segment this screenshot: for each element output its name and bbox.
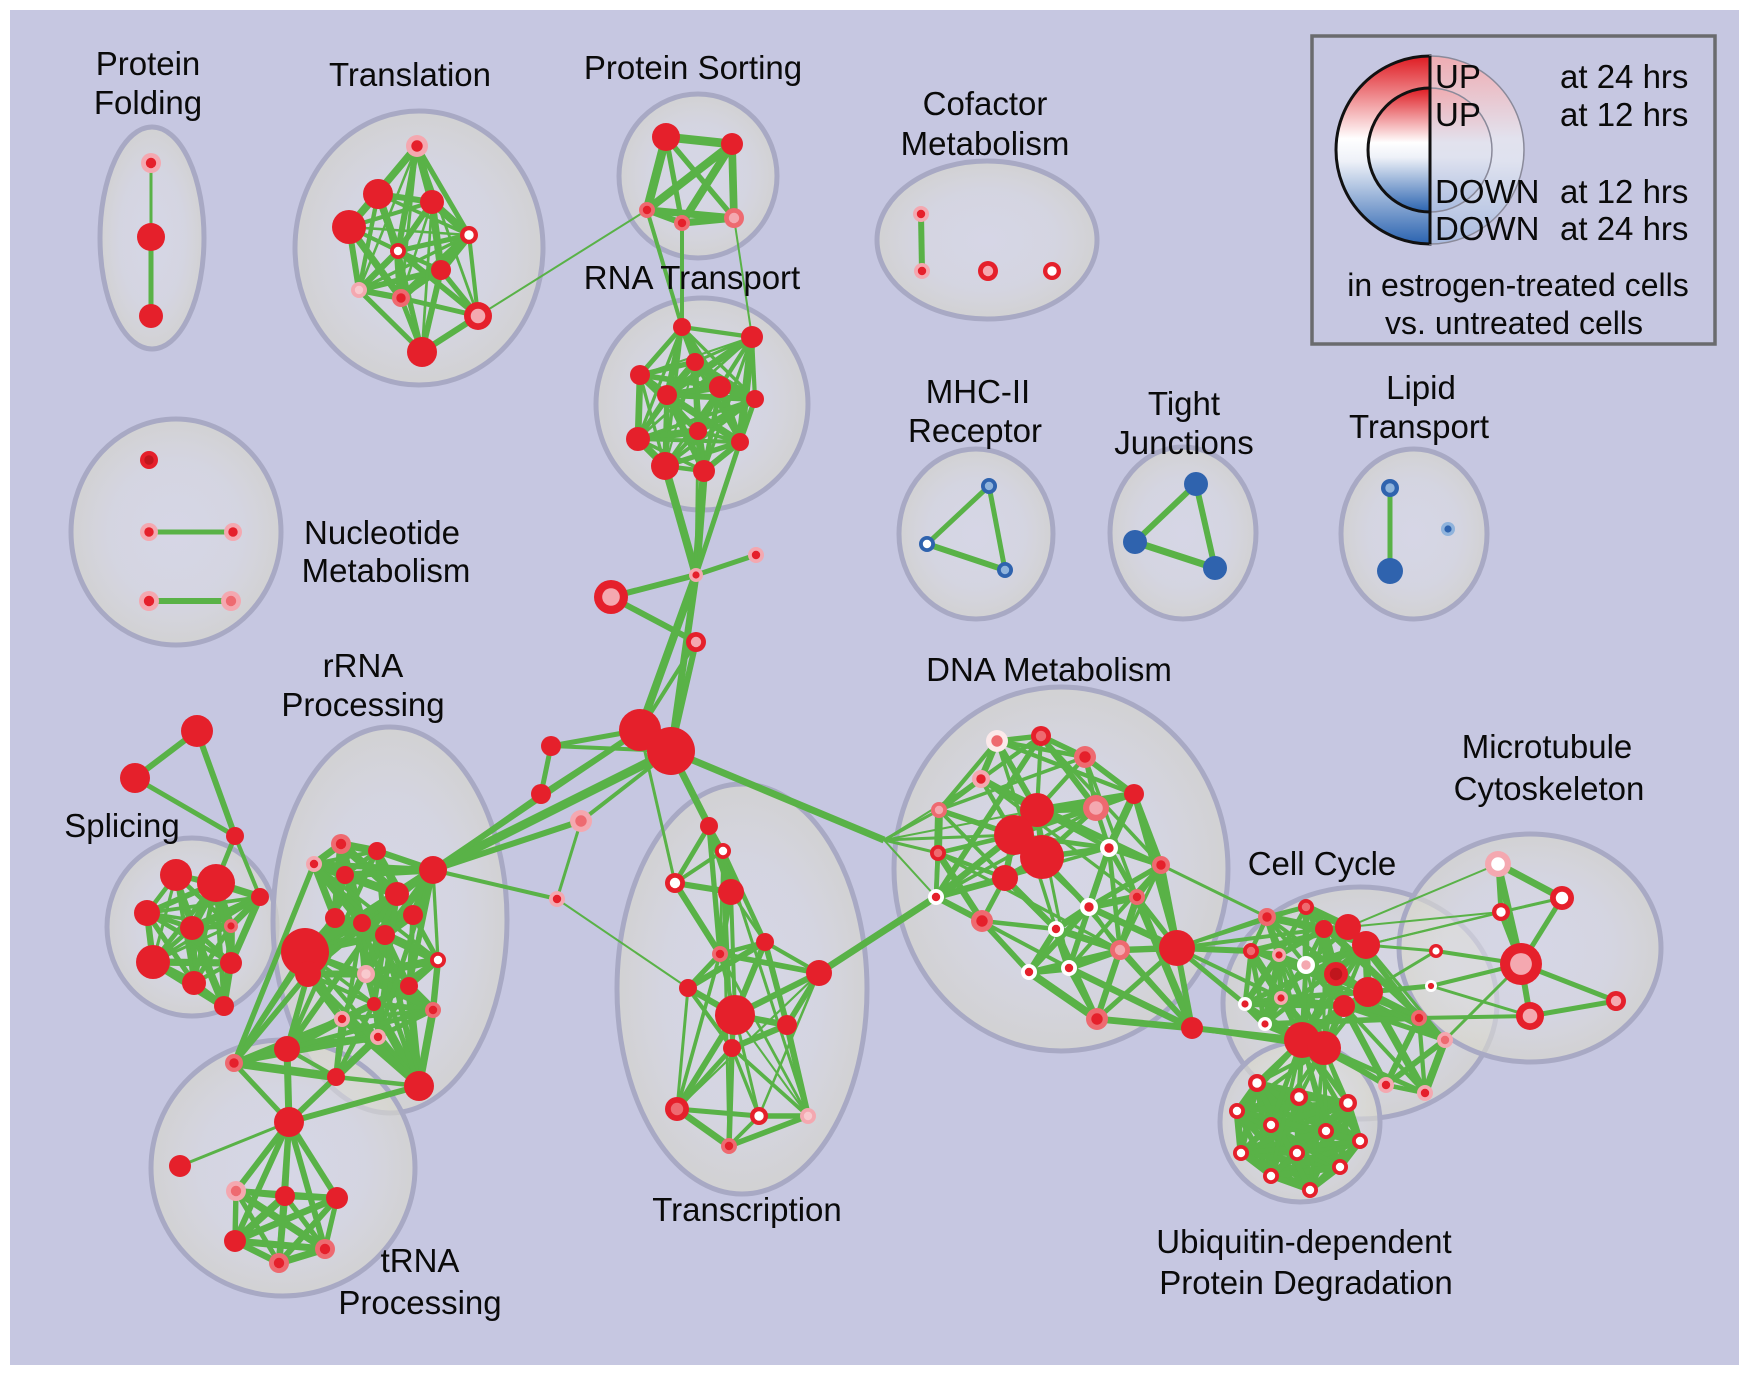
- svg-text:Cofactor: Cofactor: [923, 85, 1048, 122]
- svg-text:Receptor: Receptor: [908, 412, 1042, 449]
- svg-text:Protein: Protein: [96, 45, 201, 82]
- svg-text:Translation: Translation: [329, 56, 491, 93]
- svg-text:Protein Sorting: Protein Sorting: [584, 49, 802, 86]
- svg-text:Cell Cycle: Cell Cycle: [1248, 845, 1397, 882]
- svg-text:vs. untreated cells: vs. untreated cells: [1385, 305, 1643, 341]
- svg-text:Nucleotide: Nucleotide: [304, 514, 460, 551]
- svg-text:Processing: Processing: [338, 1284, 501, 1321]
- svg-text:Transport: Transport: [1349, 408, 1489, 445]
- svg-text:tRNA: tRNA: [381, 1242, 460, 1279]
- svg-text:Splicing: Splicing: [64, 807, 180, 844]
- svg-text:rRNA: rRNA: [323, 647, 404, 684]
- svg-text:RNA Transport: RNA Transport: [584, 259, 800, 296]
- svg-text:UP: UP: [1435, 58, 1481, 95]
- svg-text:at 12 hrs: at 12 hrs: [1560, 173, 1688, 210]
- svg-text:DNA Metabolism: DNA Metabolism: [926, 651, 1172, 688]
- svg-text:Processing: Processing: [281, 686, 444, 723]
- svg-text:in estrogen-treated cells: in estrogen-treated cells: [1347, 267, 1689, 303]
- svg-text:Junctions: Junctions: [1114, 424, 1253, 461]
- svg-text:at 24 hrs: at 24 hrs: [1560, 58, 1688, 95]
- svg-text:Tight: Tight: [1148, 385, 1220, 422]
- svg-text:UP: UP: [1435, 96, 1481, 133]
- svg-text:at 12 hrs: at 12 hrs: [1560, 96, 1688, 133]
- svg-text:at 24 hrs: at 24 hrs: [1560, 210, 1688, 247]
- svg-text:Microtubule: Microtubule: [1462, 728, 1633, 765]
- svg-text:DOWN: DOWN: [1435, 210, 1539, 247]
- svg-text:Lipid: Lipid: [1386, 369, 1456, 406]
- svg-text:Transcription: Transcription: [652, 1191, 842, 1228]
- svg-text:Protein Degradation: Protein Degradation: [1159, 1264, 1453, 1301]
- svg-text:DOWN: DOWN: [1435, 173, 1539, 210]
- svg-text:Ubiquitin-dependent: Ubiquitin-dependent: [1156, 1223, 1451, 1260]
- svg-text:MHC-II: MHC-II: [926, 373, 1030, 410]
- svg-text:Metabolism: Metabolism: [901, 125, 1070, 162]
- svg-text:Metabolism: Metabolism: [302, 552, 471, 589]
- svg-text:Cytoskeleton: Cytoskeleton: [1454, 770, 1645, 807]
- svg-text:Folding: Folding: [94, 84, 202, 121]
